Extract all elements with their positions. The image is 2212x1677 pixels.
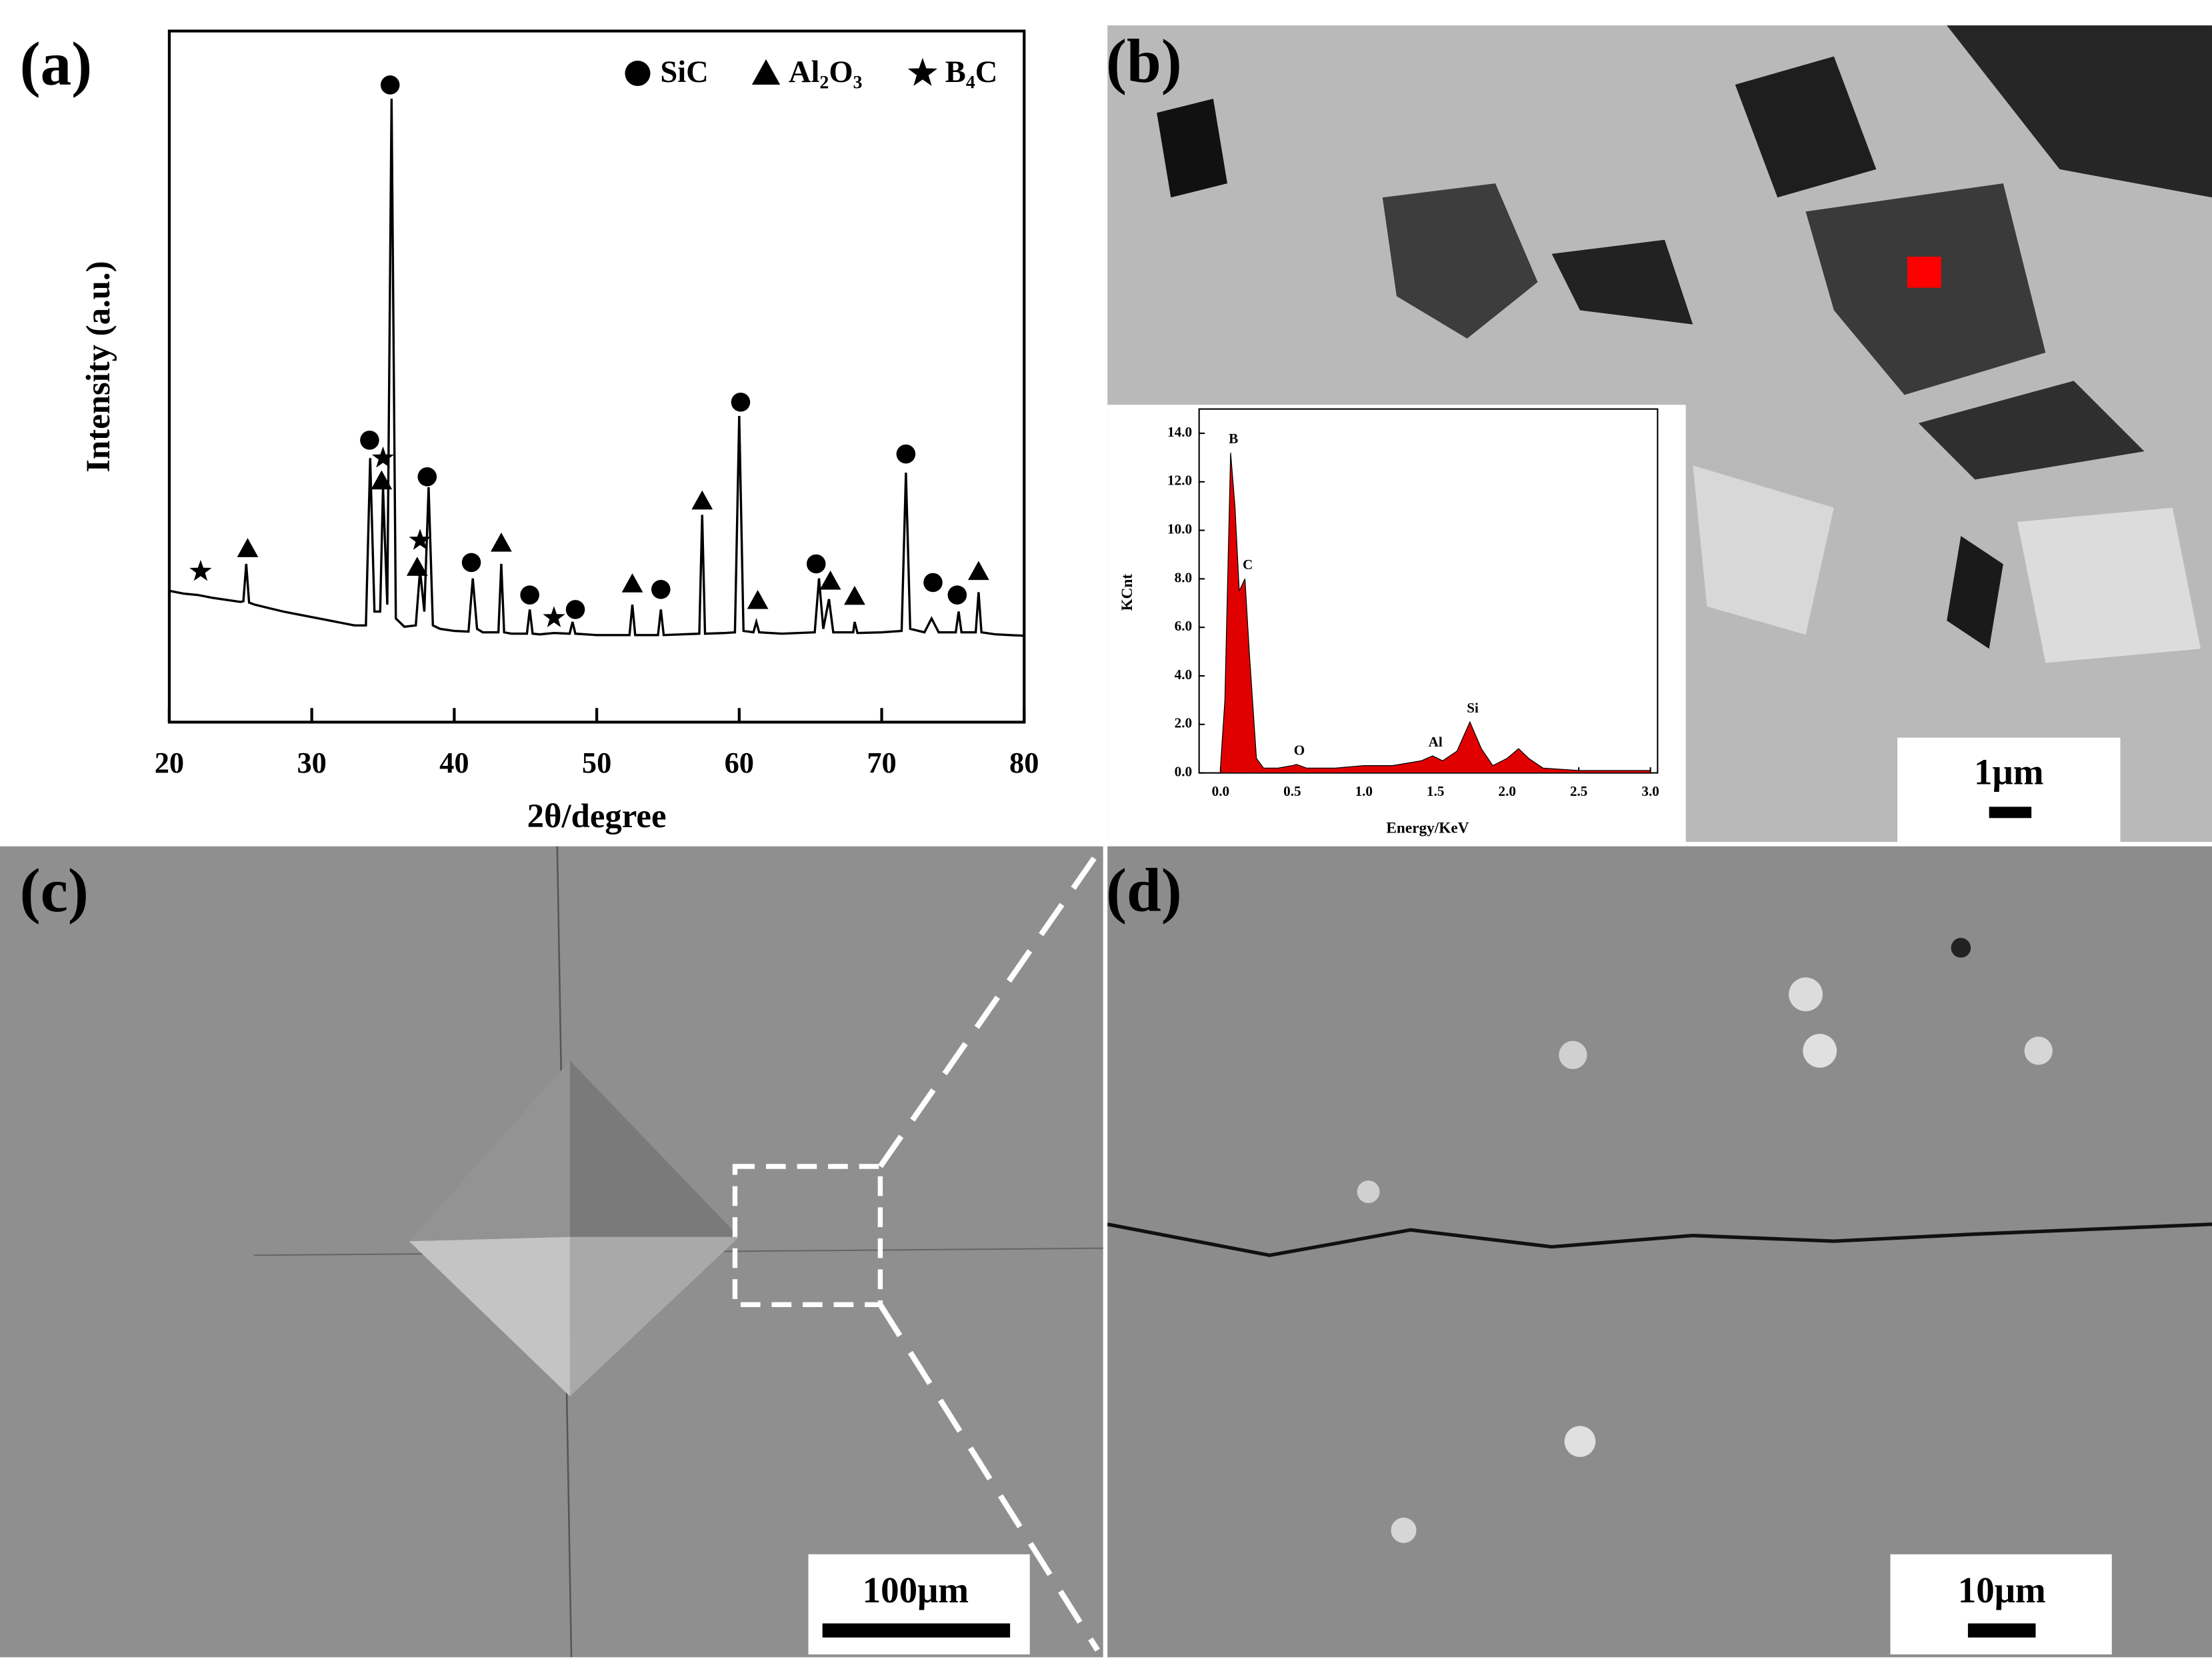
scale-label: 100μm [863, 1570, 969, 1610]
x-tick-label: 30 [297, 746, 326, 779]
phase-marker [747, 590, 769, 609]
x-tick-label: 1.5 [1427, 783, 1444, 799]
scale-label: 1μm [1974, 751, 2044, 792]
legend-label: Al₂O₃ [789, 55, 863, 89]
sem-c [0, 846, 1103, 1658]
x-tick-label: 40 [439, 746, 469, 779]
y-tick-label: 8.0 [1175, 569, 1192, 585]
x-tick-label: 2.0 [1498, 783, 1515, 799]
x-tick-label: 70 [867, 746, 896, 779]
panel-label: (c) [20, 856, 89, 925]
x-tick-label: 20 [155, 746, 184, 779]
phase-marker [371, 470, 393, 490]
peak-label: O [1294, 743, 1305, 759]
phase-marker [360, 431, 379, 450]
peak-label: Al [1429, 734, 1443, 750]
phase-marker [651, 580, 671, 599]
phase-marker [237, 538, 259, 557]
scale-bar [822, 1623, 1011, 1638]
phase-marker [896, 444, 916, 464]
peak-label: C [1243, 557, 1253, 573]
phase-marker [409, 529, 431, 550]
legend-symbol [907, 57, 938, 86]
y-tick-label: 6.0 [1175, 618, 1192, 634]
phase-marker [731, 393, 751, 412]
legend-symbol [625, 60, 651, 87]
legend-label: B₄C [945, 55, 998, 89]
phase-marker [491, 533, 512, 552]
y-tick-label: 2.0 [1175, 715, 1192, 731]
scale-label: 10μm [1958, 1570, 2046, 1610]
x-axis-label: Energy/KeV [1386, 820, 1469, 837]
x-tick-label: 3.0 [1641, 783, 1659, 799]
y-axis-label: Intensity (a.u.) [79, 261, 117, 473]
y-tick-label: 4.0 [1175, 667, 1192, 683]
phase-marker [844, 585, 865, 605]
phase-marker [806, 554, 826, 574]
spot-marker [1907, 257, 1941, 288]
eds-area [1220, 453, 1651, 774]
scale-bar [1967, 1623, 2036, 1638]
sem-d [1107, 846, 2212, 1658]
phase-marker [691, 490, 713, 510]
phase-marker [520, 585, 539, 605]
x-tick-label: 0.0 [1212, 783, 1229, 799]
phase-marker [923, 573, 943, 593]
panel-label: (b) [1106, 27, 1182, 96]
phase-marker [543, 606, 565, 627]
legend-symbol [751, 59, 781, 85]
phase-marker [968, 561, 989, 581]
phase-marker [565, 600, 585, 619]
phase-marker [417, 467, 437, 487]
plot-frame [1198, 408, 1659, 774]
panel-label: (a) [20, 30, 93, 99]
y-axis-label: KCnt [1119, 574, 1136, 611]
phase-marker [947, 585, 967, 605]
x-tick-label: 50 [582, 746, 611, 779]
x-tick-label: 80 [1009, 746, 1039, 779]
phase-marker [371, 446, 395, 468]
x-axis-label: 2θ/degree [527, 797, 667, 835]
phase-marker [189, 559, 212, 581]
y-tick-label: 10.0 [1167, 521, 1192, 537]
peak-label: B [1229, 431, 1238, 447]
phase-marker [461, 553, 481, 573]
x-tick-label: 60 [725, 746, 754, 779]
phase-marker [380, 75, 400, 95]
peak-label: Si [1467, 700, 1479, 716]
x-tick-label: 2.5 [1570, 783, 1587, 799]
xrd-line [169, 99, 1025, 637]
scale-bar [1989, 807, 2032, 819]
x-tick-label: 0.5 [1283, 783, 1301, 799]
legend-label: SiC [660, 55, 708, 89]
plot-frame [167, 29, 1026, 724]
phase-marker [819, 571, 841, 590]
y-tick-label: 14.0 [1167, 424, 1192, 440]
y-tick-label: 12.0 [1167, 473, 1192, 489]
phase-marker [406, 557, 428, 576]
panel-label: (d) [1106, 856, 1182, 925]
x-tick-label: 1.0 [1355, 783, 1373, 799]
y-tick-label: 0.0 [1175, 763, 1192, 779]
phase-marker [621, 573, 643, 593]
